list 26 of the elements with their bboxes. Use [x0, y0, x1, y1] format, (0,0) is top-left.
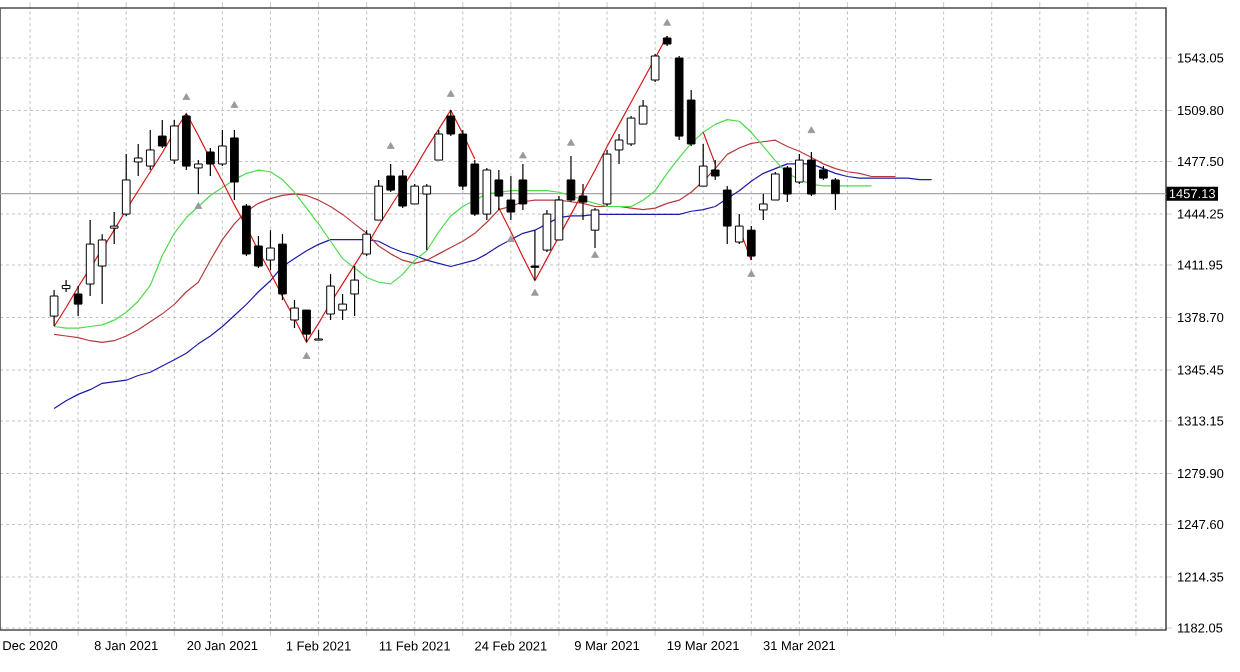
point — [446, 89, 455, 97]
point — [531, 288, 539, 296]
point — [194, 202, 203, 209]
candlestick — [590, 207, 600, 249]
point — [230, 101, 239, 108]
point — [507, 235, 515, 243]
candlestick — [362, 229, 371, 257]
point — [807, 126, 816, 134]
point — [591, 251, 599, 258]
point — [747, 269, 756, 277]
point — [302, 352, 311, 359]
candlestick — [350, 265, 359, 317]
candlestick — [49, 289, 59, 327]
point — [386, 142, 395, 149]
candlestick — [61, 279, 71, 293]
point — [519, 151, 527, 159]
point — [182, 93, 191, 100]
candlestick — [758, 193, 768, 221]
candlestick — [530, 229, 540, 281]
candlestick — [73, 285, 83, 317]
point — [663, 18, 671, 26]
point — [567, 138, 575, 146]
candlestick — [121, 153, 131, 217]
candlestick — [650, 53, 660, 83]
candlestick — [109, 211, 119, 245]
candlestick — [831, 177, 840, 211]
